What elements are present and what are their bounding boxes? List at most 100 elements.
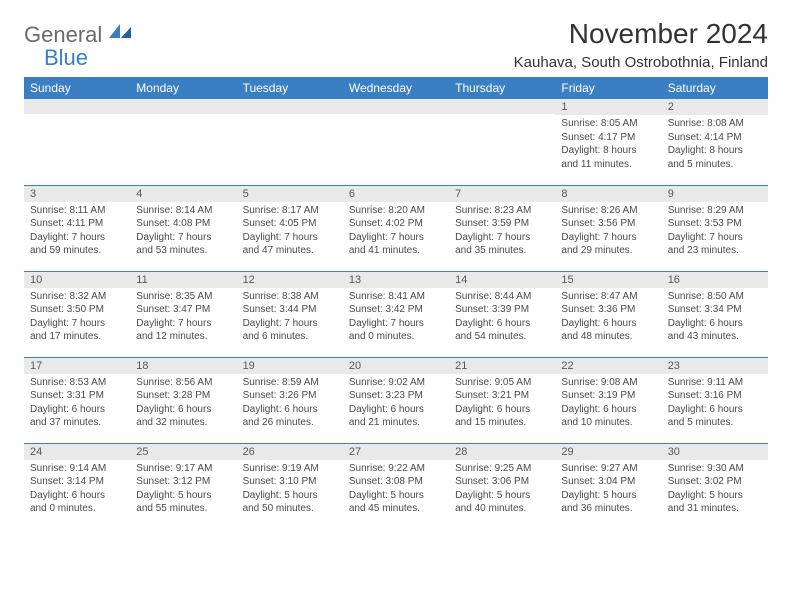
daylight-text: Daylight: 5 hours and 36 minutes. [561,489,655,516]
daylight-text: Daylight: 5 hours and 40 minutes. [455,489,549,516]
col-header-mon: Monday [130,77,236,99]
daylight-text: Daylight: 6 hours and 48 minutes. [561,317,655,344]
day-cell: 11Sunrise: 8:35 AMSunset: 3:47 PMDayligh… [130,271,236,357]
day-content: Sunrise: 9:14 AMSunset: 3:14 PMDaylight:… [24,460,130,520]
day-cell: 20Sunrise: 9:02 AMSunset: 3:23 PMDayligh… [343,357,449,443]
sunset-text: Sunset: 3:21 PM [455,389,549,403]
day-content [237,114,343,120]
sunrise-text: Sunrise: 8:14 AM [136,204,230,218]
day-cell [24,99,130,185]
day-cell: 1Sunrise: 8:05 AMSunset: 4:17 PMDaylight… [555,99,661,185]
day-number: 11 [130,272,236,288]
daylight-text: Daylight: 7 hours and 35 minutes. [455,231,549,258]
sunrise-text: Sunrise: 8:59 AM [243,376,337,390]
sunset-text: Sunset: 3:14 PM [30,475,124,489]
daylight-text: Daylight: 6 hours and 0 minutes. [30,489,124,516]
day-number: 13 [343,272,449,288]
day-content: Sunrise: 8:38 AMSunset: 3:44 PMDaylight:… [237,288,343,348]
day-number: 4 [130,186,236,202]
daylight-text: Daylight: 6 hours and 21 minutes. [349,403,443,430]
day-number: 29 [555,444,661,460]
day-cell: 14 Sunrise: 8:44 AMSunset: 3:39 PMDayligh… [449,271,555,357]
day-cell: 27Sunrise: 9:22 AMSunset: 3:08 PMDayligh… [343,443,449,529]
daylight-text: Daylight: 7 hours and 53 minutes. [136,231,230,258]
day-content: Sunrise: 8:11 AMSunset: 4:11 PMDaylight:… [24,202,130,262]
day-cell: 26Sunrise: 9:19 AMSunset: 3:10 PMDayligh… [237,443,343,529]
day-cell: 23Sunrise: 9:11 AMSunset: 3:16 PMDayligh… [662,357,768,443]
daylight-text: Daylight: 7 hours and 17 minutes. [30,317,124,344]
sunset-text: Sunset: 4:02 PM [349,217,443,231]
day-number [343,99,449,114]
sunset-text: Sunset: 3:39 PM [455,303,549,317]
day-number: 8 [555,186,661,202]
sunset-text: Sunset: 3:44 PM [243,303,337,317]
day-number: 24 [24,444,130,460]
logo-block: General Blue [24,24,131,71]
day-number: 23 [662,358,768,374]
day-cell: 10Sunrise: 8:32 AMSunset: 3:50 PMDayligh… [24,271,130,357]
col-header-tue: Tuesday [237,77,343,99]
sunrise-text: Sunrise: 8:11 AM [30,204,124,218]
sunset-text: Sunset: 4:11 PM [30,217,124,231]
sunset-text: Sunset: 3:08 PM [349,475,443,489]
day-header-row: Sunday Monday Tuesday Wednesday Thursday… [24,77,768,99]
day-content: Sunrise: 9:25 AMSunset: 3:06 PMDaylight:… [449,460,555,520]
sunset-text: Sunset: 3:04 PM [561,475,655,489]
sunset-text: Sunset: 4:05 PM [243,217,337,231]
day-number: 1 [555,99,661,115]
day-content: Sunrise: 9:30 AMSunset: 3:02 PMDaylight:… [662,460,768,520]
daylight-text: Daylight: 6 hours and 54 minutes. [455,317,549,344]
sunset-text: Sunset: 3:50 PM [30,303,124,317]
sunset-text: Sunset: 3:42 PM [349,303,443,317]
title-block: November 2024 Kauhava, South Ostrobothni… [514,18,768,71]
daylight-text: Daylight: 8 hours and 11 minutes. [561,144,655,171]
day-cell: 13Sunrise: 8:41 AMSunset: 3:42 PMDayligh… [343,271,449,357]
day-cell: 19Sunrise: 8:59 AMSunset: 3:26 PMDayligh… [237,357,343,443]
day-number [24,99,130,114]
day-number: 14 [449,272,555,288]
daylight-text: Daylight: 6 hours and 43 minutes. [668,317,762,344]
sunrise-text: Sunrise: 8:29 AM [668,204,762,218]
sail-icon [109,24,131,38]
day-content: Sunrise: 9:27 AMSunset: 3:04 PMDaylight:… [555,460,661,520]
daylight-text: Daylight: 6 hours and 10 minutes. [561,403,655,430]
sunrise-text: Sunrise: 8:53 AM [30,376,124,390]
day-number: 22 [555,358,661,374]
day-number: 18 [130,358,236,374]
daylight-text: Daylight: 8 hours and 5 minutes. [668,144,762,171]
day-content: Sunrise: 8:53 AMSunset: 3:31 PMDaylight:… [24,374,130,434]
sunrise-text: Sunrise: 8:44 AM [455,290,549,304]
sunrise-text: Sunrise: 9:05 AM [455,376,549,390]
daylight-text: Daylight: 7 hours and 41 minutes. [349,231,443,258]
sunrise-text: Sunrise: 8:38 AM [243,290,337,304]
day-content: Sunrise: 8:29 AMSunset: 3:53 PMDaylight:… [662,202,768,262]
sunset-text: Sunset: 3:28 PM [136,389,230,403]
col-header-fri: Friday [555,77,661,99]
daylight-text: Daylight: 7 hours and 0 minutes. [349,317,443,344]
sunrise-text: Sunrise: 8:56 AM [136,376,230,390]
sunset-text: Sunset: 4:08 PM [136,217,230,231]
sunrise-text: Sunrise: 9:17 AM [136,462,230,476]
col-header-thu: Thursday [449,77,555,99]
day-number: 15 [555,272,661,288]
day-number: 21 [449,358,555,374]
day-cell: 28Sunrise: 9:25 AMSunset: 3:06 PMDayligh… [449,443,555,529]
day-content: Sunrise: 8:47 AMSunset: 3:36 PMDaylight:… [555,288,661,348]
day-cell: 3Sunrise: 8:11 AMSunset: 4:11 PMDaylight… [24,185,130,271]
day-number: 5 [237,186,343,202]
col-header-sun: Sunday [24,77,130,99]
day-cell: 5Sunrise: 8:17 AMSunset: 4:05 PMDaylight… [237,185,343,271]
sunrise-text: Sunrise: 8:23 AM [455,204,549,218]
day-cell: 21Sunrise: 9:05 AMSunset: 3:21 PMDayligh… [449,357,555,443]
sunrise-text: Sunrise: 9:30 AM [668,462,762,476]
sunrise-text: Sunrise: 8:08 AM [668,117,762,131]
calendar-table: Sunday Monday Tuesday Wednesday Thursday… [24,77,768,529]
calendar-page: General Blue November 2024 Kauhava, Sout… [0,0,792,547]
sunrise-text: Sunrise: 9:14 AM [30,462,124,476]
sunrise-text: Sunrise: 8:17 AM [243,204,337,218]
daylight-text: Daylight: 7 hours and 59 minutes. [30,231,124,258]
day-number: 3 [24,186,130,202]
day-cell [343,99,449,185]
day-cell [130,99,236,185]
day-cell: 7Sunrise: 8:23 AMSunset: 3:59 PMDaylight… [449,185,555,271]
